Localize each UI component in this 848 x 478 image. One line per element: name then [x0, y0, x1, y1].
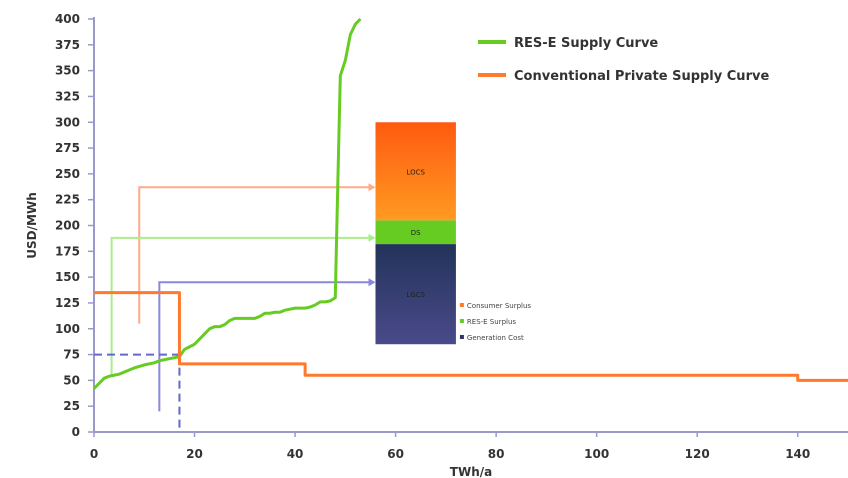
legend: RES-E Supply Curve Conventional Private S…: [478, 36, 769, 84]
y-tick-label: 250: [55, 167, 80, 181]
y-tick-label: 350: [55, 64, 80, 78]
y-tick-labels: 0 25 50 75 100 125 150 175 200 225 250 275 300 325 350…: [55, 12, 94, 439]
stacked-bar: LGCS DS LOCS Consumer Surplus RES-E Surplus G…: [375, 122, 532, 345]
y-tick-label: 400: [55, 12, 80, 26]
bar-segment-label: LOCS: [406, 168, 425, 176]
y-tick-label: 25: [63, 399, 80, 413]
bar-legend-label: Generation Cost: [467, 334, 524, 342]
x-tick-label: 20: [186, 447, 203, 461]
y-tick-label: 100: [55, 322, 80, 336]
bar-legend-label: RES-E Surplus: [467, 318, 516, 326]
y-tick-label: 150: [55, 270, 80, 284]
bar-segment: [375, 122, 456, 221]
bar-legend-label: Consumer Surplus: [467, 302, 532, 310]
x-axis-label: TWh/a: [450, 465, 492, 478]
bar-legend-swatch: [459, 335, 464, 339]
guide-arrow-head: [368, 278, 376, 287]
y-axis-label: USD/MWh: [25, 192, 39, 258]
y-tick-label: 175: [55, 244, 80, 258]
bar-legend-swatch: [459, 319, 464, 323]
y-tick-label: 325: [55, 89, 80, 103]
y-tick-label: 275: [55, 141, 80, 155]
bar-segment: [375, 220, 456, 245]
x-tick-label: 100: [584, 447, 609, 461]
guide-arrow-line: [110, 236, 370, 376]
bar-segment-label: DS: [411, 229, 421, 237]
y-tick-label: 375: [55, 38, 80, 52]
bar-segment-label: LGCS: [406, 291, 425, 299]
y-tick-label: 50: [63, 373, 80, 387]
series-lines: [92, 17, 848, 390]
x-tick-label: 120: [685, 447, 710, 461]
y-tick-label: 200: [55, 219, 80, 233]
series-line-conventional: [94, 291, 848, 382]
bar-segment: [375, 244, 456, 345]
x-tick-label: 140: [785, 447, 810, 461]
legend-label: Conventional Private Supply Curve: [514, 69, 769, 84]
x-tick-label: 0: [90, 447, 98, 461]
bar-legend-swatch: [459, 303, 464, 307]
legend-label: RES-E Supply Curve: [514, 36, 658, 51]
guide-arrow-head: [368, 233, 376, 242]
guide-arrow-line: [158, 281, 370, 412]
x-tick-labels: 0 20 40 60 80 100 120 140: [90, 432, 810, 461]
y-tick-label: 75: [63, 348, 80, 362]
guide-arrow-line: [138, 186, 370, 324]
axes: [93, 17, 848, 433]
y-tick-label: 300: [55, 115, 80, 129]
y-tick-label: 0: [72, 425, 80, 439]
x-tick-label: 60: [387, 447, 404, 461]
x-tick-label: 80: [488, 447, 505, 461]
guide-arrows: [94, 183, 376, 432]
x-tick-label: 40: [287, 447, 304, 461]
y-tick-label: 225: [55, 193, 80, 207]
y-tick-label: 125: [55, 296, 80, 310]
guide-arrow-head: [368, 183, 376, 192]
series-line-res-e: [92, 17, 362, 390]
